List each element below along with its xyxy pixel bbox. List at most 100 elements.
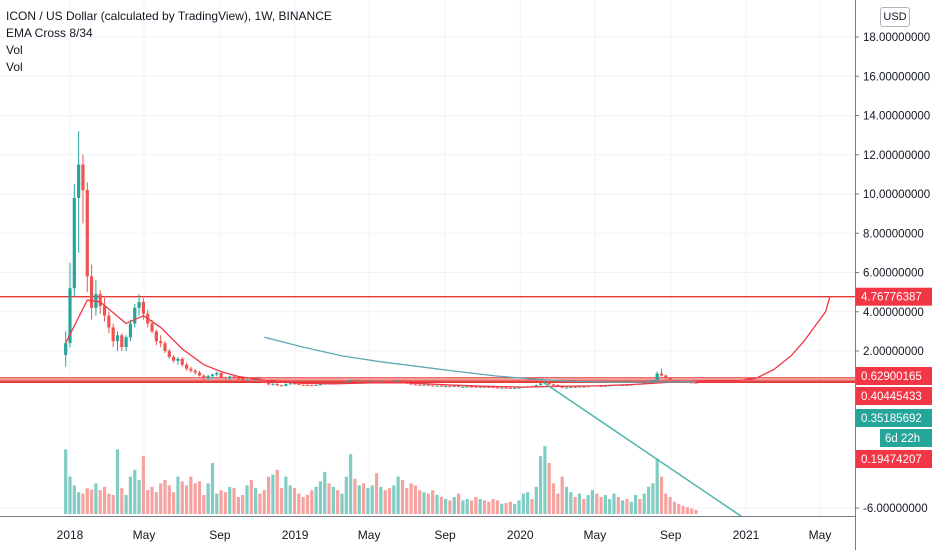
volume-bar bbox=[638, 499, 642, 514]
last-price-tag-label: 0.35185692 bbox=[861, 413, 922, 425]
legend-volume-1[interactable]: Vol bbox=[6, 43, 23, 57]
currency-button[interactable]: USD bbox=[880, 7, 910, 27]
volume-bar bbox=[215, 493, 219, 514]
candle-body bbox=[539, 383, 543, 386]
candle-body bbox=[89, 276, 94, 308]
volume-bar bbox=[245, 485, 249, 514]
legend-indicator[interactable]: EMA Cross 8/34 bbox=[6, 26, 93, 40]
candle-body bbox=[672, 380, 677, 382]
volume-bar bbox=[102, 486, 107, 514]
candle-body bbox=[64, 343, 68, 355]
candle-body bbox=[439, 385, 443, 387]
y-tick-label: 8.00000000 bbox=[863, 228, 924, 240]
volume-bar bbox=[448, 500, 452, 514]
candle-body bbox=[232, 376, 236, 379]
x-tick-label: 2019 bbox=[282, 528, 309, 542]
candle-body bbox=[223, 377, 228, 379]
candle-body bbox=[124, 337, 128, 348]
volume-bar bbox=[146, 490, 150, 514]
volume-bar bbox=[370, 485, 374, 514]
volume-bar bbox=[159, 483, 163, 514]
volume-bar bbox=[236, 497, 240, 514]
volume-bar bbox=[184, 485, 189, 514]
volume-bar bbox=[288, 485, 292, 514]
volume-bar bbox=[452, 497, 456, 514]
legend: ICON / US Dollar (calculated by TradingV… bbox=[6, 8, 332, 76]
volume-bar bbox=[387, 488, 392, 514]
volume-bar bbox=[267, 476, 271, 514]
volume-bar bbox=[249, 480, 253, 514]
volume-bar bbox=[469, 500, 474, 514]
volume-bar bbox=[336, 490, 340, 514]
volume-bar bbox=[582, 499, 586, 514]
volume-bar bbox=[426, 493, 430, 514]
legend-volume-2[interactable]: Vol bbox=[6, 60, 23, 74]
countdown-tag-label: 6d 22h bbox=[885, 433, 920, 445]
volume-bar bbox=[72, 485, 76, 514]
legend-title[interactable]: ICON / US Dollar (calculated by TradingV… bbox=[6, 9, 332, 23]
candle-body bbox=[651, 380, 655, 382]
volume-bar bbox=[64, 449, 68, 514]
volume-tag: 0.19474207 bbox=[856, 450, 932, 468]
volume-bar bbox=[534, 486, 538, 514]
candle-body bbox=[456, 385, 461, 387]
ema-layer bbox=[65, 296, 831, 388]
candle-body bbox=[262, 380, 266, 383]
volume-bar bbox=[439, 497, 443, 514]
volume-bar bbox=[180, 481, 184, 514]
level-tag-1-bg bbox=[856, 287, 932, 306]
candle-body bbox=[305, 384, 310, 386]
candle-body bbox=[154, 331, 158, 342]
volume-bar bbox=[353, 478, 357, 514]
candle-body bbox=[176, 358, 180, 361]
volume-bar bbox=[577, 493, 582, 514]
candle-body bbox=[167, 351, 171, 357]
candle-body bbox=[564, 387, 569, 389]
volume-bar bbox=[331, 486, 335, 514]
volume-bar bbox=[197, 481, 202, 514]
volume-bar bbox=[154, 492, 158, 514]
volume-bar bbox=[396, 476, 400, 514]
level-tag-1-label: 4.76776387 bbox=[861, 292, 922, 304]
candle-body bbox=[163, 343, 167, 351]
volume-bar bbox=[655, 458, 659, 514]
candle-body bbox=[422, 384, 426, 386]
level-tag-2-bg bbox=[856, 367, 932, 385]
candle-body bbox=[599, 385, 603, 387]
volume-bar bbox=[379, 486, 383, 514]
candle-body bbox=[353, 380, 357, 382]
volume-bar bbox=[405, 488, 409, 514]
candle-body bbox=[685, 382, 689, 384]
candle-body bbox=[284, 383, 288, 386]
volume-bar bbox=[409, 483, 413, 514]
volume-bar bbox=[172, 492, 176, 514]
x-tick-label: Sep bbox=[434, 528, 456, 542]
volume-bar bbox=[163, 480, 167, 514]
candle-body bbox=[383, 381, 387, 383]
volume-bar bbox=[504, 503, 508, 514]
candle-body bbox=[431, 385, 435, 387]
volume-bar bbox=[349, 454, 353, 514]
candle-body bbox=[197, 372, 202, 376]
candle-body bbox=[137, 301, 141, 308]
volume-bar bbox=[128, 476, 133, 514]
candle-body bbox=[664, 375, 668, 379]
y-tick-label: 6.00000000 bbox=[863, 268, 924, 280]
volume-bar bbox=[664, 493, 668, 514]
y-tick-label: 18.00000000 bbox=[863, 32, 930, 44]
volume-bar bbox=[77, 492, 81, 514]
candle-body bbox=[396, 380, 400, 382]
volume-bar bbox=[530, 499, 534, 514]
volume-bar bbox=[81, 493, 85, 514]
trend-layer bbox=[544, 382, 743, 516]
volume-bar bbox=[651, 483, 655, 514]
volume-bar bbox=[400, 480, 405, 514]
volume-bar bbox=[478, 499, 482, 514]
volume-bar bbox=[254, 488, 258, 514]
volume-bar bbox=[690, 508, 694, 514]
candle-body bbox=[461, 386, 465, 388]
volume-bar bbox=[539, 456, 543, 514]
volume-bar bbox=[659, 476, 664, 514]
